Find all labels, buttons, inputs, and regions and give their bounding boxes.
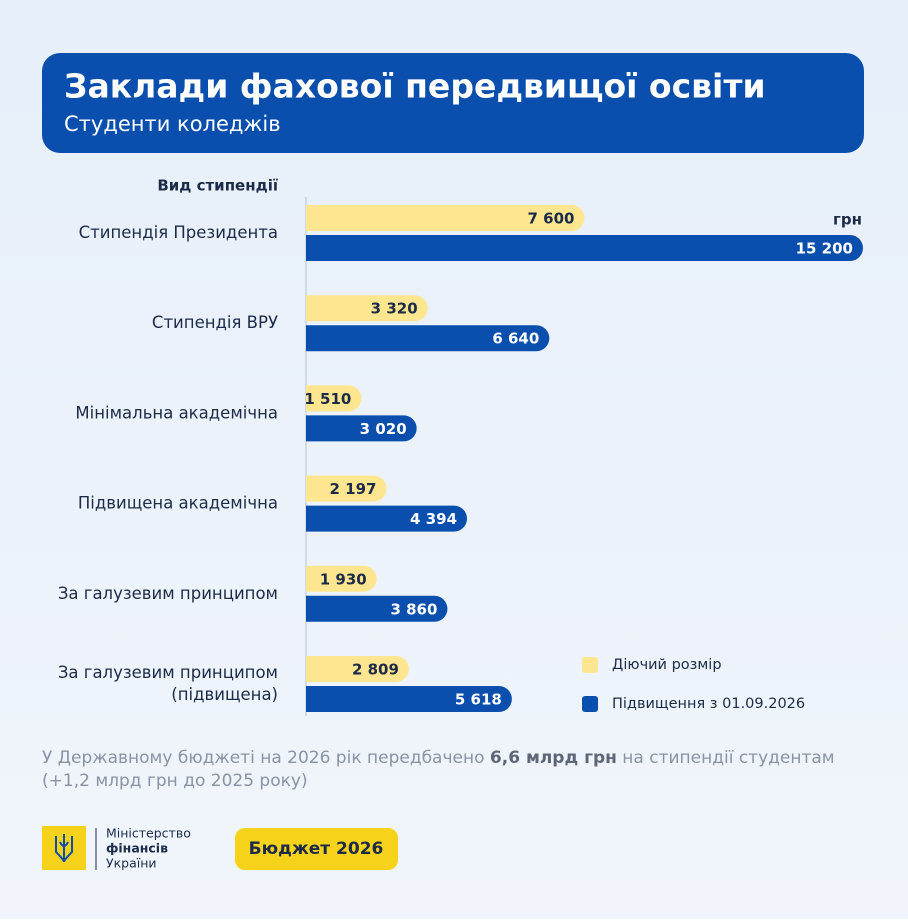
category-label: За галузевим принципом (підвищена) <box>58 663 278 704</box>
value-label: 5 618 <box>455 691 502 709</box>
bar <box>306 565 377 592</box>
bar <box>306 235 863 261</box>
category-label: Підвищена академічна <box>78 493 278 512</box>
subtitle: Студенти коледжів <box>64 112 281 136</box>
value-label: 7 600 <box>528 210 575 228</box>
value-label: 15 200 <box>796 240 853 258</box>
category-title: Вид стипендії <box>157 177 278 195</box>
bar <box>306 415 417 442</box>
ministry-line: фінансів <box>106 841 168 856</box>
value-label: 1 930 <box>320 570 367 588</box>
legend-swatch <box>582 657 598 673</box>
ministry-line: Міністерство <box>106 826 191 841</box>
value-label: 3 020 <box>360 420 407 438</box>
bar <box>306 385 362 412</box>
trident-icon <box>55 834 73 863</box>
bar <box>306 656 409 682</box>
bar <box>306 475 387 502</box>
legend-swatch <box>582 696 598 712</box>
bar <box>306 205 585 231</box>
legend-label: Підвищення з 01.09.2026 <box>612 696 805 712</box>
bar <box>306 595 448 622</box>
value-label: 3 320 <box>371 300 418 318</box>
value-label: 4 394 <box>410 510 457 528</box>
bar <box>306 325 550 352</box>
value-label: 1 510 <box>304 390 351 408</box>
value-label: 2 197 <box>330 480 377 498</box>
note-line: (+1,2 млрд грн до 2025 року) <box>42 771 308 791</box>
title: Заклади фахової передвищої освіти <box>64 67 766 106</box>
category-label: За галузевим принципом <box>58 583 278 602</box>
category-label: Стипендія Президента <box>79 223 278 242</box>
header-box <box>42 53 864 153</box>
value-label: 3 860 <box>390 600 437 618</box>
bar <box>306 505 468 532</box>
note-highlight: 6,6 млрд грн <box>490 748 617 768</box>
unit-label: грн <box>833 211 862 229</box>
badge <box>235 828 398 870</box>
legend-label: Діючий розмір <box>612 657 722 673</box>
category-label: Стипендія ВРУ <box>152 313 278 332</box>
bar <box>306 295 428 322</box>
badge-text: Бюджет 2026 <box>249 839 384 859</box>
note-text: У Державному бюджеті на 2026 рік передба… <box>42 748 490 768</box>
note-text: на стипендії студентам <box>617 748 835 768</box>
bars: Стипендія Президента 7 600 15 200 Стипендія… <box>58 205 863 712</box>
bar <box>306 686 512 712</box>
value-label: 6 640 <box>492 330 539 348</box>
note: У Державному бюджеті на 2026 рік передба… <box>42 748 835 768</box>
category-label: Мінімальна академічна <box>75 403 278 422</box>
ministry-line: України <box>106 856 157 871</box>
value-label: 2 809 <box>352 661 399 679</box>
